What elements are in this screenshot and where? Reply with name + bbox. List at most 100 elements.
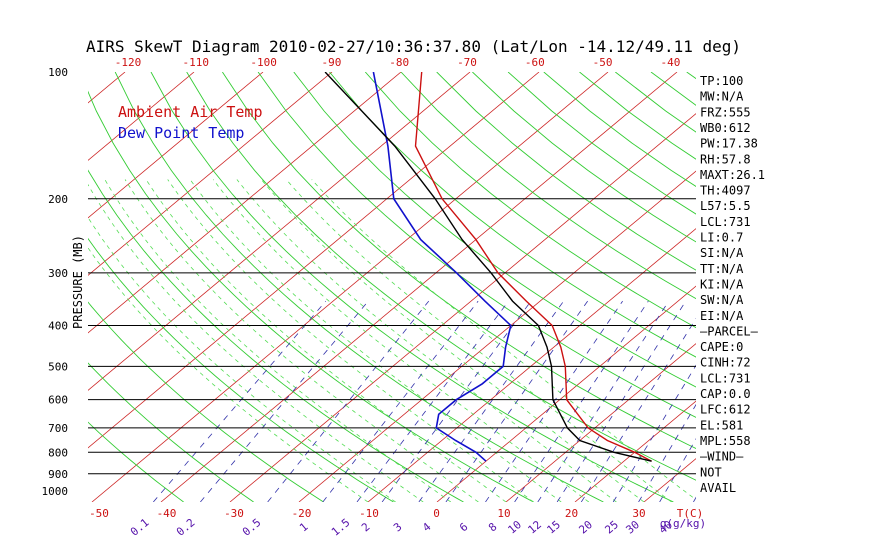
parcel-line: [324, 72, 652, 462]
mixing-ratio-line: [556, 300, 687, 502]
dry-adiabat-line: [758, 72, 870, 502]
mixing-ratio-label: 0.1: [128, 516, 152, 539]
mixing-ratio-labels: 0.1 0.2 0.5 1 1.5 2 3 4 6 8 10 12 15 20 25 30 40g(g/kg): [128, 516, 706, 539]
legend-entry: Dew Point Temp: [118, 124, 244, 142]
bottom-temp-label: -10: [359, 507, 379, 520]
dry-adiabat-line: [88, 362, 254, 502]
mixing-ratio-label: 3: [391, 520, 404, 534]
isotherm-line: [298, 170, 696, 502]
legend: Ambient Air Temp Dew Point Temp: [118, 103, 263, 142]
bottom-temp-label: 0: [433, 507, 440, 520]
dry-adiabat-line: [364, 72, 696, 329]
sounding-index-label: MAXT:26.1: [700, 168, 765, 182]
pressure-tick-label: 500: [48, 360, 68, 373]
isotherm-line: [88, 72, 540, 449]
sounding-index-label: RH:57.8: [700, 152, 751, 166]
sounding-index-label: LI:0.7: [700, 231, 743, 245]
mixing-ratio-label: 0.2: [174, 516, 198, 539]
isotherm-line: [782, 72, 870, 502]
isotherm-line: [88, 72, 264, 219]
moist-adiabat-line: [104, 179, 452, 502]
dry-adiabat-line: [436, 72, 696, 271]
sounding-index-label: LCL:731: [700, 215, 751, 229]
mixing-ratio-line: [356, 300, 509, 502]
mixing-ratio-unit: g(g/kg): [660, 517, 706, 530]
isotherm-line: [229, 113, 696, 502]
sounding-index-label: SW:N/A: [700, 293, 744, 307]
dew-point-line: [372, 72, 512, 462]
bottom-temp-label: -30: [224, 507, 244, 520]
mixing-ratio-label: 25: [602, 518, 621, 536]
mixing-ratio-line: [537, 300, 670, 502]
top-temperature-labels: -120 -110 -100 -90 -80 -70 -60 -50 -40: [115, 56, 681, 69]
sounding-index-label: SI:N/A: [700, 246, 744, 260]
sounding-index-label: –PARCEL–: [700, 324, 759, 338]
top-temp-label: -100: [250, 56, 277, 69]
legend-entry: Ambient Air Temp: [118, 103, 263, 121]
pressure-tick-label: 200: [48, 193, 68, 206]
mixing-ratio-label: 1.5: [329, 516, 353, 539]
moist-adiabat-line: [311, 179, 696, 501]
dry-adiabat-line: [88, 301, 324, 502]
moist-adiabat-line: [212, 179, 590, 502]
bottom-temperature-labels: -50 -40 -30 -20 -10 0 10 20 30 T(C): [89, 507, 703, 520]
top-temp-label: -120: [115, 56, 142, 69]
top-temp-label: -60: [525, 56, 545, 69]
top-temp-label: -70: [457, 56, 477, 69]
mixing-ratio-label: 8: [486, 520, 499, 534]
moist-adiabat-line: [167, 179, 534, 502]
moist-adiabat-line: [88, 247, 369, 502]
bottom-temp-label: -40: [157, 507, 177, 520]
mixing-ratio-line: [381, 300, 532, 502]
mixing-ratio-label: 4: [420, 520, 434, 534]
mixing-ratio-line: [659, 438, 696, 502]
pressure-tick-label: 400: [48, 320, 68, 333]
temp-unit-label: T(C): [677, 507, 704, 520]
mixing-ratio-label: 1: [297, 520, 310, 534]
dry-adiabat-line: [400, 72, 696, 300]
mixing-ratio-label: 15: [544, 518, 563, 536]
sounding-index-label: FRZ:555: [700, 105, 751, 119]
isotherm-line: [88, 72, 402, 334]
isotherm-line: [574, 400, 696, 502]
pressure-tick-label: 300: [48, 267, 68, 280]
mixing-ratio-line: [418, 300, 564, 502]
top-temp-label: -40: [660, 56, 680, 69]
mixing-ratio-line: [612, 364, 696, 502]
dry-adiabat-line: [88, 421, 184, 502]
sounding-index-label: CAP:0.0: [700, 387, 751, 401]
dry-adiabat-line: [88, 169, 464, 502]
moist-adiabat-line: [285, 179, 672, 502]
sounding-index-label: EL:581: [700, 418, 743, 432]
mixing-ratio-label: 2: [359, 520, 372, 534]
isotherm-line: [88, 72, 195, 161]
mixing-ratio-line: [638, 403, 696, 502]
moist-adiabat-line: [124, 179, 479, 502]
mixing-ratio-line: [153, 300, 327, 502]
moist-adiabat-line: [88, 183, 424, 502]
sounding-index-label: LFC:612: [700, 403, 751, 417]
sounding-index-label: CAPE:0: [700, 340, 743, 354]
mixing-ratio-line: [200, 300, 369, 502]
sounding-index-label: AVAIL: [700, 481, 736, 495]
dry-adiabat-line: [507, 72, 696, 215]
chart-title: AIRS SkewT Diagram 2010-02-27/10:36:37.8…: [86, 37, 741, 56]
sounding-index-label: NOT: [700, 465, 722, 479]
sounding-index-label: MPL:558: [700, 434, 751, 448]
isotherm-line: [367, 228, 696, 502]
isotherm-line: [0, 72, 56, 502]
sounding-profiles: [324, 72, 652, 462]
mixing-ratio-line: [514, 300, 649, 502]
sounding-index-label: EI:N/A: [700, 309, 744, 323]
dry-adiabat-line: [257, 72, 696, 418]
bottom-temp-label: -50: [89, 507, 109, 520]
moist-adiabat-line: [189, 179, 562, 502]
pressure-tick-labels: 100 200 300 400 500 600 700 800 900 1000: [42, 66, 69, 498]
sounding-index-label: LCL:731: [700, 371, 751, 385]
bottom-temp-label: 20: [565, 507, 578, 520]
pressure-tick-label: 700: [48, 422, 68, 435]
isotherm-line: [88, 72, 333, 276]
isotherm-line: [160, 72, 678, 502]
